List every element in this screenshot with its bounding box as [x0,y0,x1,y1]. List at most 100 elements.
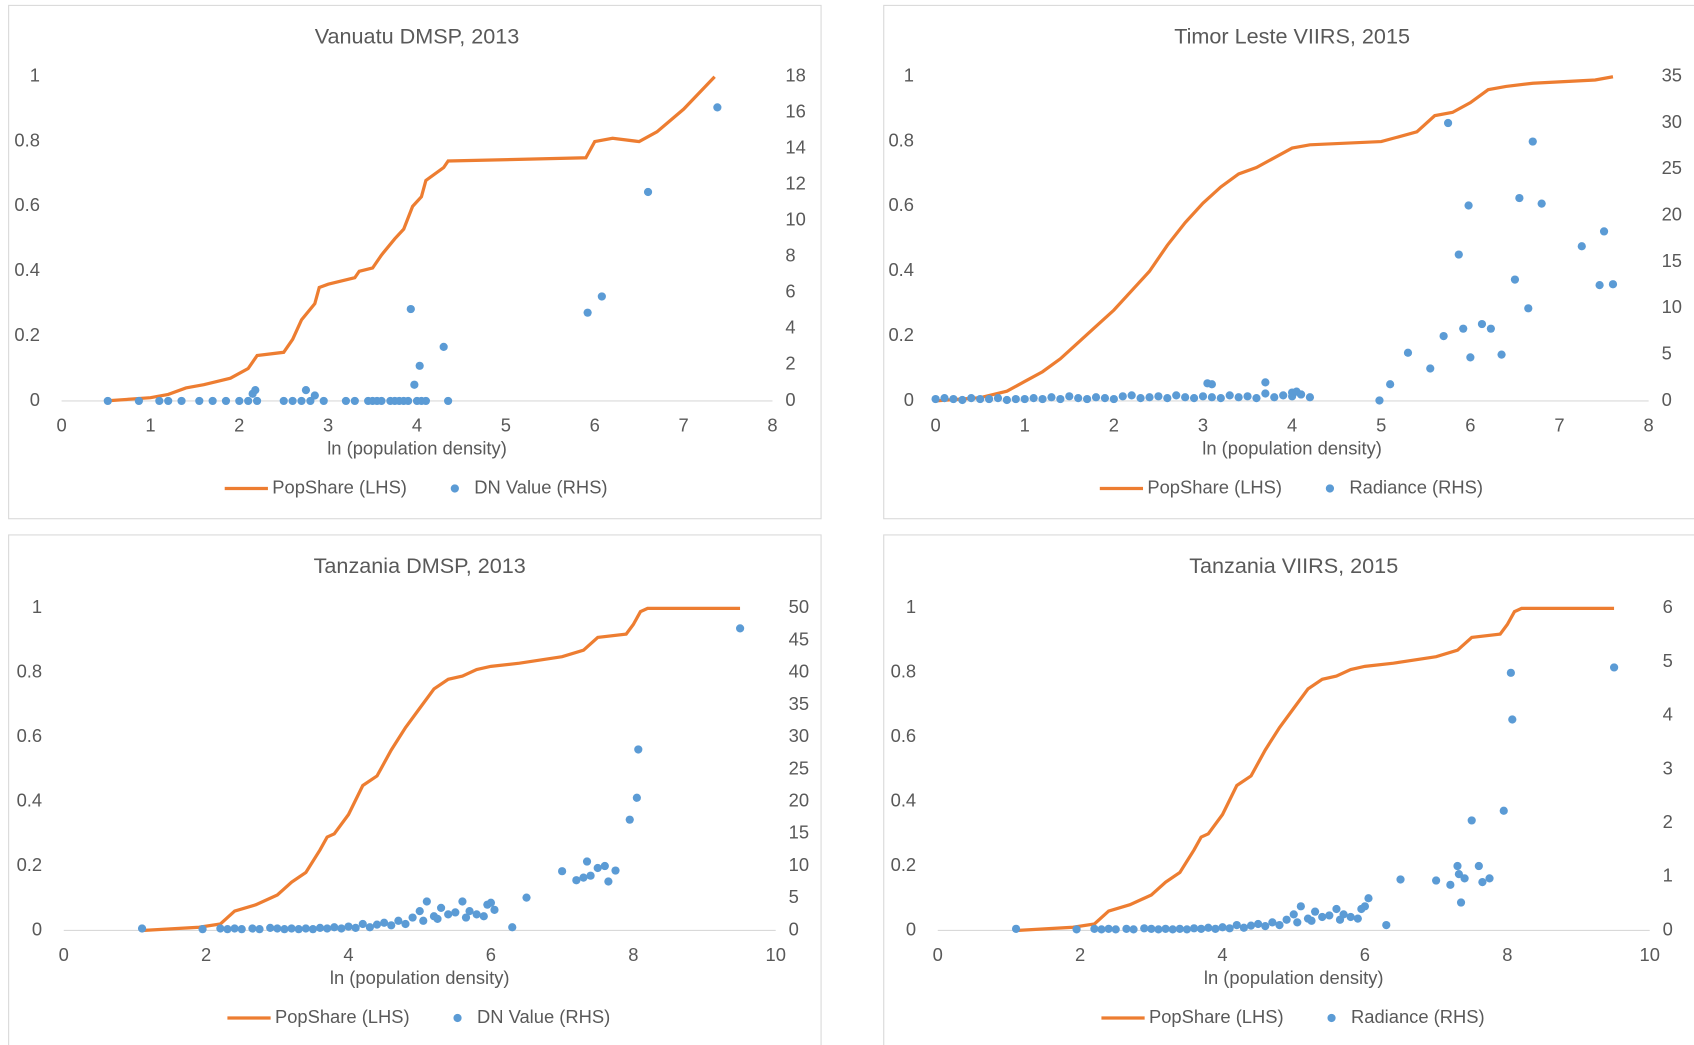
y-tick-label: 0.8 [17,661,43,682]
y2-tick-label: 0 [1663,918,1673,939]
y-tick-label: 1 [32,596,42,617]
y2-tick-label: 20 [1662,204,1682,225]
scatter-point [461,913,471,922]
scatter-point [1432,876,1441,885]
y2-tick-label: 6 [785,281,795,302]
scatter-point [195,396,204,406]
y-tick-label: 1 [906,596,916,617]
scatter-point [406,304,415,314]
scatter-point [1443,118,1453,128]
x-axis-label: ln (population density) [1204,967,1384,988]
popshare-line [1015,606,1615,933]
scatter-point [297,396,306,406]
scatter-point [1305,393,1315,402]
legend-label: DN Value (RHS) [477,1006,610,1027]
scatter-point [308,925,318,934]
scatter-point [1127,391,1136,400]
scatter-point [958,395,967,405]
scatter-point [380,918,389,927]
y2-tick-label: 10 [789,854,809,875]
panel-frame [883,4,1694,520]
y-tick-label: 0.4 [14,259,40,280]
legend-label: PopShare (LHS) [272,476,407,497]
scatter-point [1189,394,1199,403]
popshare-line [141,606,741,933]
scatter-point [1446,880,1455,889]
y-tick-label: 0.4 [17,789,43,810]
scatter-point [1056,394,1065,404]
legend-label: PopShare (LHS) [1149,1006,1284,1027]
scatter-point [611,866,620,875]
scatter-point [490,905,499,914]
scatter-point [1439,331,1448,341]
scatter-point [439,342,448,351]
x-tick-label: 2 [201,944,211,965]
scatter-point [1011,394,1020,404]
y2-tick-label: 15 [1662,250,1682,271]
y-tick-label: 0.2 [888,324,914,345]
scatter-point [1234,393,1243,402]
scatter-point [582,857,592,866]
scatter-point [1002,395,1011,405]
scatter-point [458,897,467,906]
x-tick-label: 5 [1376,415,1386,436]
scatter-point [1083,394,1092,404]
scatter-point [949,394,958,404]
scatter-point [134,396,143,406]
scatter-point [1339,910,1348,919]
x-axis-label: ln (population density) [327,437,507,458]
scatter-point [337,924,346,933]
scatter-point [216,924,225,933]
y2-tick-label: 0 [789,918,799,939]
scatter-point [164,396,173,406]
scatter-point [1307,916,1316,925]
scatter-point [1293,918,1302,927]
scatter-point [1486,324,1495,333]
scatter-point [1595,281,1604,290]
scatter-point [230,924,239,933]
x-axis-label: ln (population density) [1202,437,1382,458]
scatter-point [1154,925,1163,934]
scatter-point [1454,869,1464,879]
scatter-point [1261,389,1270,398]
legend-label: Radiance (RHS) [1349,476,1483,497]
scatter-point [522,893,531,902]
y2-tick-label: 50 [789,596,809,617]
scatter-point [1477,319,1487,329]
scatter-point [1111,925,1120,934]
scatter-point [1122,924,1131,933]
scatter-point [1460,874,1469,883]
scatter-point [1181,393,1190,402]
scatter-point [1325,911,1334,920]
scatter-point [1074,394,1083,403]
scatter-point [993,394,1003,403]
x-tick-label: 8 [1644,415,1654,436]
y-tick-label: 0.6 [14,194,40,215]
scatter-point [1239,923,1248,932]
legend-label: PopShare (LHS) [275,1006,410,1027]
scatter-point [1029,394,1038,403]
scatter-point [1091,393,1101,402]
legend-dot [1327,1013,1336,1023]
scatter-point [1198,392,1208,401]
y-tick-label: 0 [32,918,42,939]
scatter-point [976,394,985,404]
y2-tick-label: 10 [1662,296,1682,317]
scatter-point [273,924,282,933]
scatter-point [287,924,296,933]
x-tick-label: 4 [412,415,422,436]
scatter-point [198,925,207,934]
scatter-point [1129,925,1138,934]
scatter-point [1515,193,1524,203]
scatter-point [465,907,474,916]
x-tick-label: 0 [930,415,940,436]
scatter-point [1364,894,1373,903]
scatter-point [558,867,567,876]
scatter-point [235,396,244,406]
panel-frame [883,534,1694,1045]
y2-tick-label: 25 [1662,157,1682,178]
scatter-point [422,897,431,906]
scatter-point [1464,201,1473,210]
scatter-point [1225,391,1234,400]
scatter-point [330,923,339,932]
